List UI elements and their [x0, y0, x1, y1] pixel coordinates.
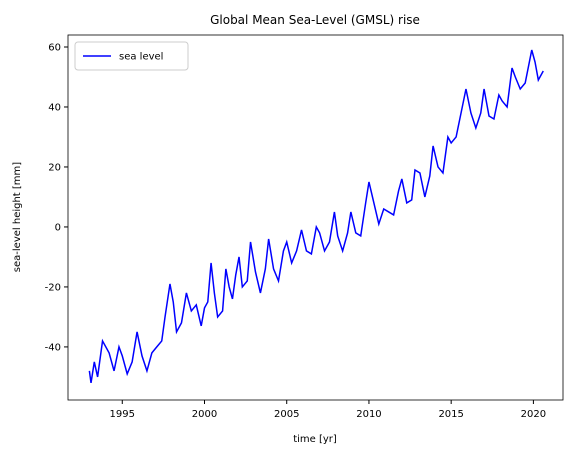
- chart-title: Global Mean Sea-Level (GMSL) rise: [210, 13, 420, 27]
- y-tick-label: -40: [45, 342, 61, 353]
- x-tick-label: 1995: [110, 409, 135, 420]
- x-tick-label: 2000: [192, 409, 217, 420]
- y-tick-label: 40: [48, 102, 61, 113]
- legend-label: sea level: [119, 52, 163, 63]
- x-tick-label: 2010: [356, 409, 381, 420]
- x-tick-label: 2005: [274, 409, 299, 420]
- y-tick-label: 20: [48, 162, 61, 173]
- x-tick-label: 2015: [438, 409, 463, 420]
- legend-box: [74, 41, 189, 71]
- plot-frame: [67, 34, 564, 401]
- sea-level-line: [88, 49, 544, 384]
- y-tick-label: 0: [55, 222, 61, 233]
- x-axis-label: time [yr]: [293, 434, 337, 445]
- y-tick-label: -20: [45, 282, 61, 293]
- y-axis-label: sea-level height [mm]: [12, 162, 23, 272]
- y-tick-label: 60: [48, 42, 61, 53]
- x-tick-label: 2020: [521, 409, 546, 420]
